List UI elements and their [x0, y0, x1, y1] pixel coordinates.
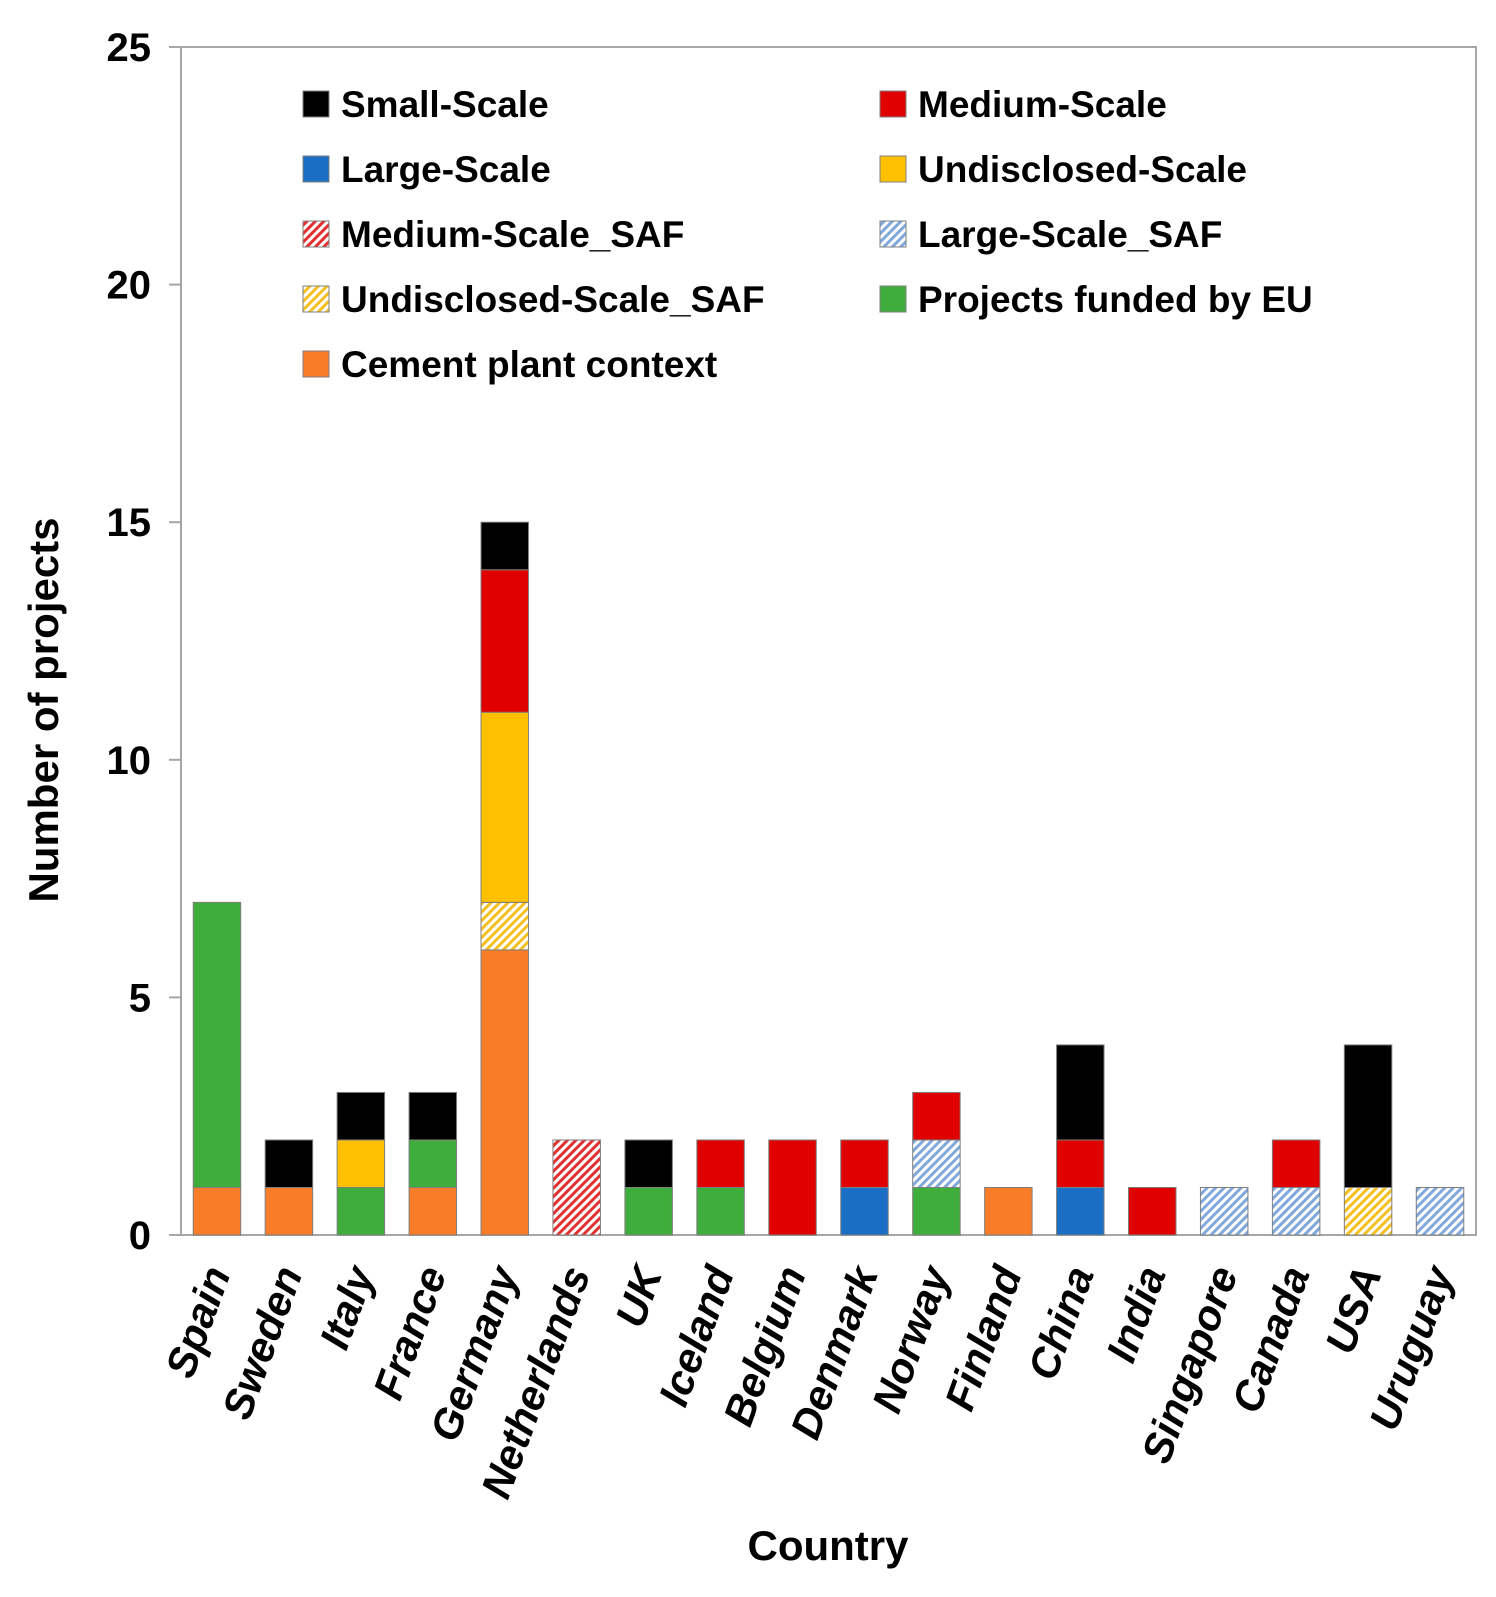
legend-swatch [879, 220, 907, 248]
bar-segment [768, 1139, 817, 1236]
bar-segment [336, 1139, 386, 1188]
bar-segment [480, 949, 529, 1236]
bar-segment [480, 569, 529, 713]
legend: Small-Scale Medium-Scale Large-Scale Undisc… [302, 84, 1313, 385]
bar-segment [1056, 1044, 1105, 1141]
bar-segment [696, 1186, 745, 1236]
bar-segment [192, 1186, 242, 1236]
x-tick-label: Spain [156, 1260, 239, 1384]
bar-segment [1199, 1186, 1249, 1236]
bar-segment [480, 711, 529, 903]
bar-segment [912, 1091, 961, 1141]
legend-label: Cement plant context [341, 344, 717, 385]
bar-segment [408, 1186, 458, 1236]
x-tick-label: USA [1316, 1260, 1390, 1359]
bar-segment [264, 1186, 314, 1236]
legend-swatch [879, 285, 907, 313]
bar-segment [624, 1186, 673, 1236]
bars-group [192, 521, 1465, 1236]
bar-segment [1271, 1139, 1321, 1188]
y-tick-label: 25 [107, 26, 152, 70]
y-tick-label: 10 [107, 739, 152, 783]
legend-label: Medium-Scale [918, 84, 1167, 125]
y-tick-label: 0 [129, 1214, 151, 1258]
legend-label: Medium-Scale_SAF [341, 214, 684, 255]
y-axis: 0 5 10 15 20 25 [107, 26, 182, 1258]
bar-segment [840, 1186, 889, 1236]
bar-segment [192, 901, 242, 1188]
bar-segment [912, 1186, 961, 1236]
bar-segment [552, 1139, 601, 1236]
bar-segment [912, 1139, 961, 1188]
bar-segment [1271, 1186, 1321, 1236]
bar-segment [1056, 1186, 1105, 1236]
bar-segment [408, 1139, 458, 1188]
legend-label: Undisclosed-Scale_SAF [341, 279, 765, 320]
bar-segment [336, 1091, 386, 1141]
bar-segment [1415, 1186, 1465, 1236]
legend-swatch [302, 285, 330, 313]
bar-segment [696, 1139, 745, 1188]
legend-swatch [302, 220, 330, 248]
legend-swatch [302, 90, 330, 118]
legend-swatch [302, 350, 330, 378]
x-axis-title: Country [748, 1522, 910, 1569]
bar-segment [840, 1139, 889, 1188]
y-tick-label: 15 [107, 501, 152, 545]
legend-label: Projects funded by EU [918, 279, 1313, 320]
legend-swatch [879, 90, 907, 118]
bar-segment [336, 1186, 386, 1236]
x-tick-label: Italy [310, 1258, 384, 1356]
legend-label: Large-Scale_SAF [918, 214, 1222, 255]
y-tick-label: 20 [107, 264, 152, 308]
bar-segment [1343, 1186, 1393, 1236]
legend-swatch [879, 155, 907, 183]
y-tick-label: 5 [129, 976, 151, 1020]
plot-area [180, 46, 1477, 1236]
legend-swatch [302, 155, 330, 183]
y-axis-title: Number of projects [20, 517, 67, 902]
bar-segment [264, 1139, 314, 1188]
bar-segment [1343, 1044, 1393, 1188]
legend-label: Undisclosed-Scale [918, 149, 1247, 190]
bar-segment [984, 1186, 1033, 1236]
bar-segment [408, 1091, 458, 1141]
bar-segment [1128, 1186, 1177, 1236]
x-tick-label: China [1019, 1260, 1103, 1386]
bar-segment [624, 1139, 673, 1188]
bar-segment [480, 901, 529, 951]
bar-segment [1056, 1139, 1105, 1188]
x-tick-label: India [1097, 1260, 1175, 1368]
legend-label: Small-Scale [341, 84, 549, 125]
legend-label: Large-Scale [341, 149, 551, 190]
x-tick-label: UK [606, 1258, 672, 1334]
bar-segment [480, 521, 529, 571]
